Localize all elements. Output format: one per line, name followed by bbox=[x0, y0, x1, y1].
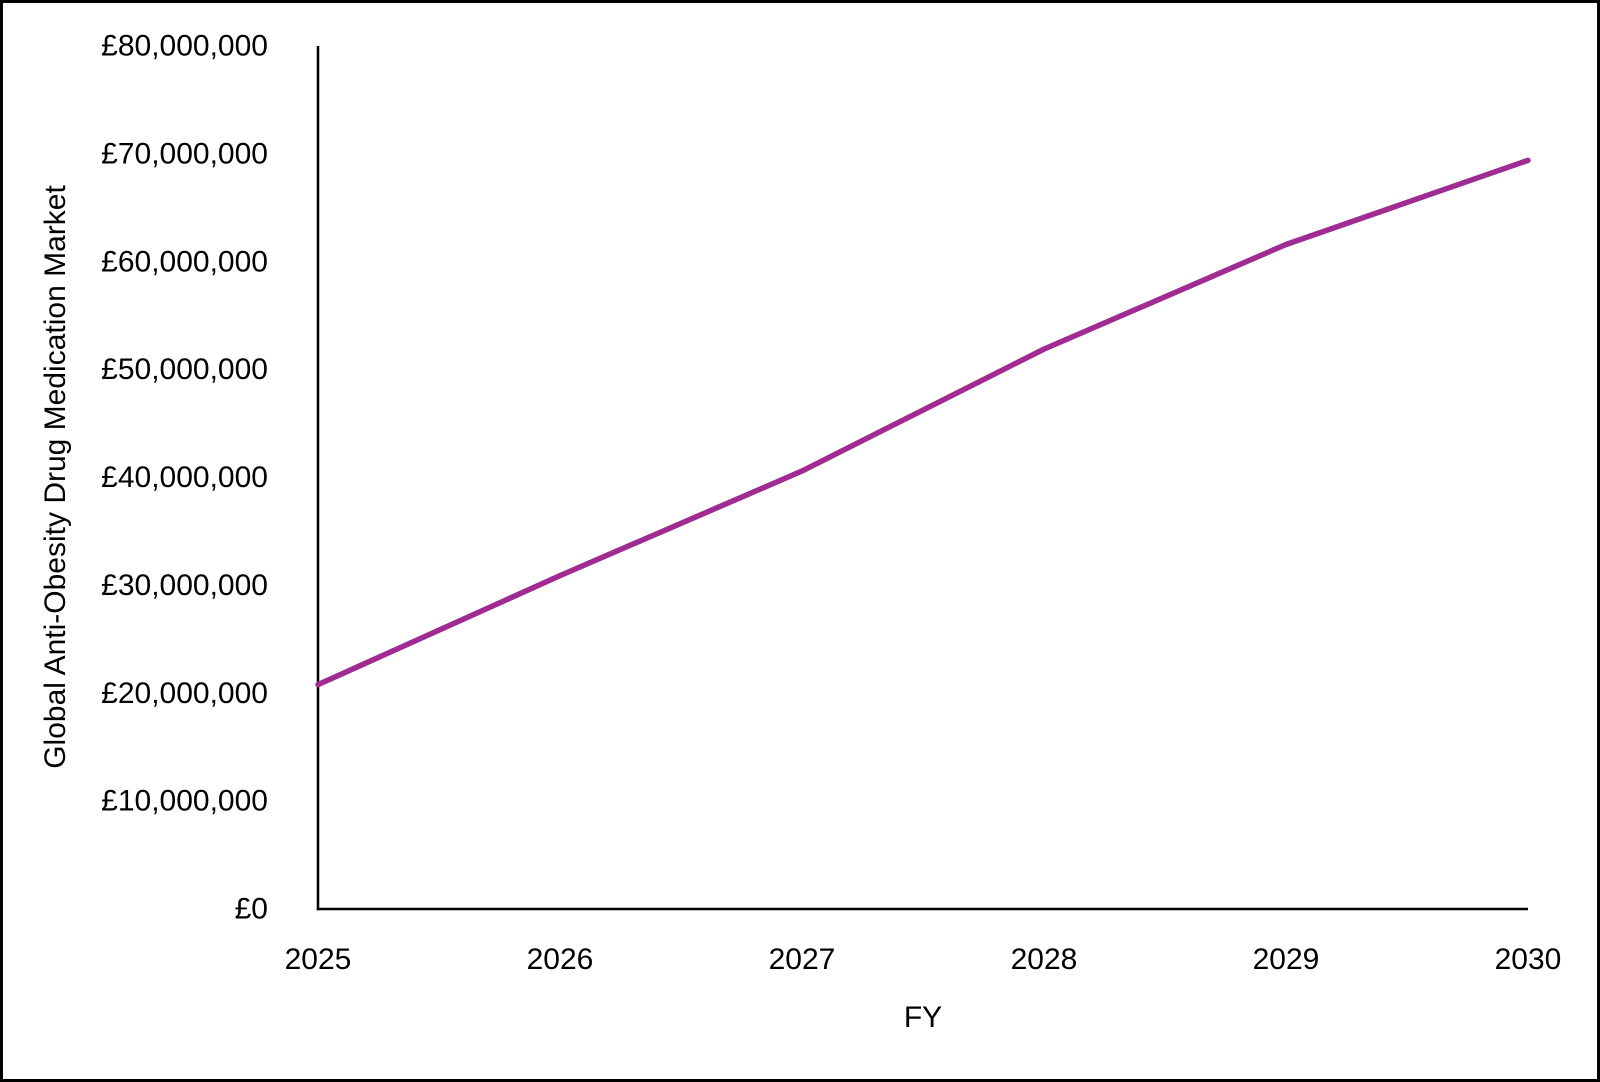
y-tick-label: £20,000,000 bbox=[101, 677, 268, 710]
x-tick-label: 2028 bbox=[1011, 943, 1078, 976]
y-axis-title: Global Anti-Obesity Drug Medication Mark… bbox=[39, 185, 72, 769]
y-tick-label: £50,000,000 bbox=[101, 353, 268, 386]
x-tick-label: 2025 bbox=[285, 943, 352, 976]
y-tick-label: £0 bbox=[235, 893, 268, 926]
y-tick-label: £80,000,000 bbox=[101, 30, 268, 63]
x-tick-label: 2029 bbox=[1253, 943, 1320, 976]
y-tick-label: £40,000,000 bbox=[101, 461, 268, 494]
y-tick-label: £10,000,000 bbox=[101, 785, 268, 818]
y-tick-label: £30,000,000 bbox=[101, 569, 268, 602]
x-tick-label: 2030 bbox=[1495, 943, 1562, 976]
x-tick-label: 2027 bbox=[769, 943, 836, 976]
x-tick-label: 2026 bbox=[527, 943, 594, 976]
x-axis-title: FY bbox=[904, 1001, 942, 1034]
line-chart: £0 £10,000,000 £20,000,000 £30,000,000 £40,0… bbox=[39, 30, 1562, 1035]
y-tick-label: £60,000,000 bbox=[101, 245, 268, 278]
series-line bbox=[315, 157, 1531, 688]
y-tick-label: £70,000,000 bbox=[101, 137, 268, 170]
